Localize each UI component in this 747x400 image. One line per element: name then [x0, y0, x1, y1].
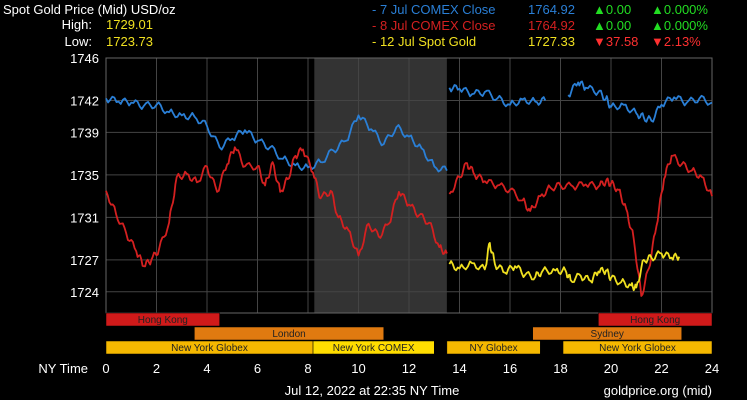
x-tick-label: 24	[705, 361, 719, 376]
legend-change: ▲0.00	[593, 2, 631, 17]
session-label: Hong Kong	[138, 315, 188, 326]
comex-session-shade	[314, 58, 447, 313]
y-tick-label: 1742	[70, 94, 99, 109]
high-value: 1729.01	[106, 17, 153, 32]
trading-sessions: Hong Kong London New York Globex New York C…	[105, 312, 713, 355]
legend-price: 1727.33	[528, 34, 575, 49]
y-tick-label: 1727	[70, 253, 99, 268]
plot-area	[105, 57, 713, 314]
session-bar	[194, 326, 384, 341]
x-tick-label: 4	[203, 361, 210, 376]
session-bar	[312, 340, 435, 355]
session-bar	[598, 312, 713, 327]
x-tick-label: 2	[153, 361, 160, 376]
session-label: NY Globex	[469, 343, 517, 354]
low-label: Low:	[65, 34, 92, 49]
source-credit: goldprice.org (mid)	[604, 383, 712, 398]
x-tick-label: 14	[452, 361, 466, 376]
series-7-jul-comex-close	[105, 80, 713, 173]
y-tick-label: 1735	[70, 168, 99, 183]
series-line	[448, 154, 713, 297]
session-bar	[532, 326, 682, 341]
session-label: Sydney	[591, 329, 624, 340]
timestamp: Jul 12, 2022 at 22:35 NY Time	[285, 383, 460, 398]
x-tick-label: 22	[654, 361, 668, 376]
x-tick-label: 12	[402, 361, 416, 376]
chart-footer: Jul 12, 2022 at 22:35 NY Time goldprice.o…	[285, 383, 712, 398]
x-tick-label: 16	[503, 361, 517, 376]
series-line	[567, 80, 713, 123]
x-tick-label: 20	[604, 361, 618, 376]
legend-percent: ▼2.13%	[651, 34, 701, 49]
legend-label: - 8 Jul COMEX Close	[372, 18, 496, 33]
legend-change: ▲0.00	[593, 18, 631, 33]
series-12-jul-spot-gold	[448, 242, 681, 292]
legend-change: ▼37.58	[593, 34, 638, 49]
high-label: High:	[62, 17, 92, 32]
x-tick-label: 18	[553, 361, 567, 376]
y-tick-label: 1746	[70, 51, 99, 66]
session-label: London	[272, 329, 305, 340]
session-label: New York Globex	[599, 343, 676, 354]
series-8-jul-comex-close	[105, 146, 713, 297]
x-tick-label: 10	[351, 361, 365, 376]
legend-price: 1764.92	[528, 2, 575, 17]
x-axis-label: NY Time	[38, 361, 88, 376]
session-bar	[105, 312, 220, 327]
plot-border	[105, 57, 713, 314]
y-tick-label: 1739	[70, 125, 99, 140]
legend-percent: ▲0.000%	[651, 18, 708, 33]
session-label: Hong Kong	[630, 315, 680, 326]
session-bar	[446, 340, 541, 355]
series-line	[448, 84, 547, 108]
x-tick-label: 6	[254, 361, 261, 376]
series-line	[105, 146, 448, 268]
series-line	[105, 95, 448, 173]
session-bar	[562, 340, 713, 355]
legend-price: 1764.92	[528, 18, 575, 33]
series-line	[448, 242, 681, 292]
x-tick-label: 0	[102, 361, 109, 376]
y-tick-label: 1731	[70, 210, 99, 225]
low-value: 1723.73	[106, 34, 153, 49]
y-tick-label: 1724	[70, 285, 99, 300]
legend-percent: ▲0.000%	[651, 2, 708, 17]
legend-label: - 12 Jul Spot Gold	[372, 34, 476, 49]
session-label: New York COMEX	[333, 343, 415, 354]
x-tick-label: 8	[304, 361, 311, 376]
session-label: New York Globex	[171, 343, 248, 354]
legend-label: - 7 Jul COMEX Close	[372, 2, 496, 17]
chart-title: Spot Gold Price (Mid) USD/oz	[3, 2, 176, 17]
